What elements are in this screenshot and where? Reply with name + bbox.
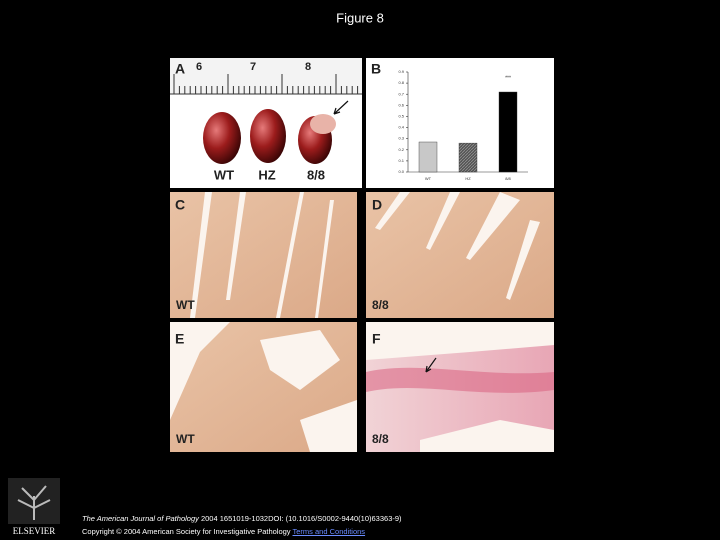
x-tick-label: HZ: [465, 176, 471, 181]
bar: [418, 141, 438, 173]
publisher: ELSEVIER: [13, 526, 56, 536]
bar: [458, 142, 478, 173]
terms-link[interactable]: Terms and Conditions: [292, 527, 366, 536]
heart: [250, 109, 286, 163]
panel-caption: 8/8: [372, 432, 389, 446]
logo-branches: [17, 485, 51, 520]
copyright-line: Copyright © 2004 American Society for In…: [82, 527, 365, 536]
y-tick-label: 0.3: [398, 136, 404, 141]
heart-label: 8/8: [307, 167, 325, 182]
panel-label: F: [372, 331, 381, 347]
ruler-label: 6: [196, 61, 202, 73]
heart: [203, 112, 241, 164]
arrow: [333, 100, 349, 115]
y-tick-label: 0.8: [398, 80, 404, 85]
slide-title: Figure 8: [336, 10, 384, 25]
copyright: Copyright © 2004 American Society for In…: [82, 527, 291, 536]
journal: The American Journal of Pathology: [82, 514, 199, 523]
panel-caption: WT: [176, 298, 195, 312]
ruler-label: 7: [250, 61, 256, 73]
x-tick-label: 8/8: [505, 176, 511, 181]
panel-label: C: [175, 197, 185, 213]
annotation: ***: [505, 75, 511, 81]
arrow: [425, 357, 437, 373]
y-tick-label: 0.1: [398, 158, 404, 163]
panel-label: A: [175, 61, 185, 77]
ruler-label: 8: [305, 61, 311, 73]
y-tick-label: 0.5: [398, 114, 404, 119]
heart-label: WT: [214, 167, 234, 182]
y-tick-label: 0.6: [398, 102, 404, 107]
y-tick-label: 0.4: [398, 125, 404, 130]
y-tick-label: 0.9: [398, 69, 404, 74]
panel-label: E: [175, 331, 184, 347]
panel-caption: WT: [176, 432, 195, 446]
atrium: [310, 114, 336, 134]
y-tick-label: 0.0: [398, 169, 404, 174]
y-tick-label: 0.7: [398, 91, 404, 96]
y-tick-label: 0.2: [398, 147, 404, 152]
stained-band: [366, 367, 554, 393]
panel-caption: 8/8: [372, 298, 389, 312]
heart-label: HZ: [258, 167, 275, 182]
citation-text: 2004 1651019-1032DOI: (10.1016/S0002-944…: [198, 514, 402, 523]
panel-label: B: [371, 61, 381, 77]
bar: [498, 91, 518, 173]
x-tick-label: WT: [425, 176, 432, 181]
tissue-gaps: [170, 192, 554, 452]
panel-label: D: [372, 197, 382, 213]
citation: The American Journal of Pathology 2004 1…: [82, 514, 402, 523]
